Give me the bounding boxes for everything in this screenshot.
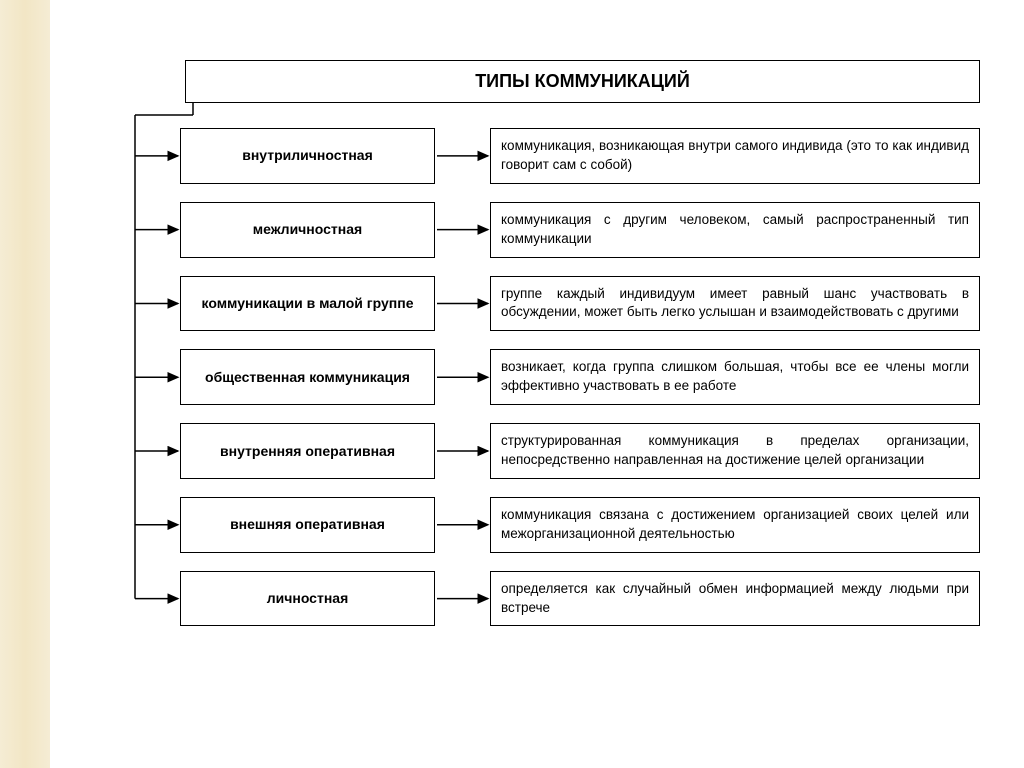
diagram-row: внутренняя оперативная структурированная … [90,423,990,479]
row-pre-gap [90,202,180,258]
row-gap [435,349,490,405]
row-pre-gap [90,349,180,405]
diagram-title: ТИПЫ КОММУНИКАЦИЙ [185,60,980,103]
type-box: коммуникации в малой группе [180,276,435,332]
row-gap [435,497,490,553]
diagram-row: личностная определяется как случайный обм… [90,571,990,627]
desc-box: коммуникация с другим человеком, самый р… [490,202,980,258]
row-gap [435,202,490,258]
row-gap [435,571,490,627]
diagram-row: внутриличностная коммуникация, возникающа… [90,128,990,184]
row-pre-gap [90,497,180,553]
type-box: личностная [180,571,435,627]
side-strip [0,0,50,768]
type-box: общественная коммуникация [180,349,435,405]
desc-box: коммуникация, возникающая внутри самого … [490,128,980,184]
diagram-row: общественная коммуникация возникает, когд… [90,349,990,405]
diagram-rows: внутриличностная коммуникация, возникающа… [90,128,990,626]
type-box: внешняя оперативная [180,497,435,553]
row-gap [435,128,490,184]
row-pre-gap [90,276,180,332]
diagram-row: внешняя оперативная коммуникация связана … [90,497,990,553]
diagram-row: межличностная коммуникация с другим челов… [90,202,990,258]
row-pre-gap [90,423,180,479]
desc-box: структурированная коммуникация в предела… [490,423,980,479]
desc-box: возникает, когда группа слишком большая,… [490,349,980,405]
row-gap [435,423,490,479]
row-pre-gap [90,571,180,627]
desc-box: группе каждый индивидуум имеет равный ша… [490,276,980,332]
type-box: внутренняя оперативная [180,423,435,479]
type-box: межличностная [180,202,435,258]
diagram-container: ТИПЫ КОММУНИКАЦИЙ внутриличностная коммун… [90,60,990,644]
row-gap [435,276,490,332]
desc-box: определяется как случайный обмен информа… [490,571,980,627]
row-pre-gap [90,128,180,184]
desc-box: коммуникация связана с достижением орган… [490,497,980,553]
type-box: внутриличностная [180,128,435,184]
diagram-row: коммуникации в малой группе группе каждый… [90,276,990,332]
